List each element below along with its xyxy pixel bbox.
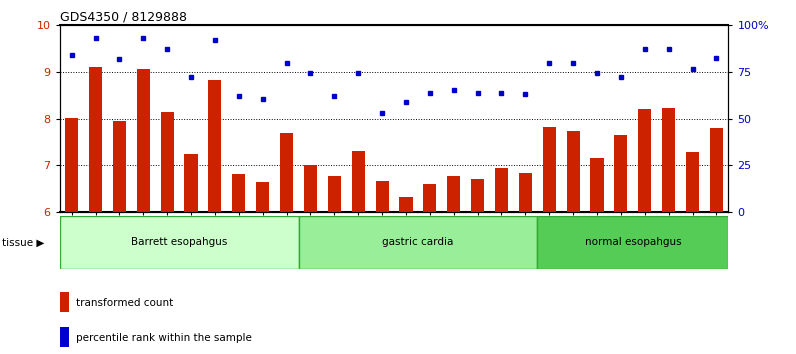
Bar — [232, 174, 245, 212]
Bar — [447, 176, 460, 212]
Bar — [710, 128, 723, 212]
Bar — [280, 133, 293, 212]
Text: normal esopahgus: normal esopahgus — [584, 238, 681, 247]
Bar — [376, 181, 388, 212]
Bar — [400, 198, 412, 212]
Text: percentile rank within the sample: percentile rank within the sample — [76, 333, 252, 343]
Text: gastric cardia: gastric cardia — [382, 238, 454, 247]
Bar — [352, 152, 365, 212]
Bar — [113, 121, 126, 212]
Text: tissue ▶: tissue ▶ — [2, 238, 44, 247]
Bar — [662, 108, 675, 212]
Bar — [495, 168, 508, 212]
Bar — [567, 131, 579, 212]
Bar — [298, 216, 537, 269]
Bar — [423, 184, 436, 212]
Bar — [304, 165, 317, 212]
Bar — [137, 69, 150, 212]
Bar — [686, 152, 699, 212]
Text: Barrett esopahgus: Barrett esopahgus — [131, 238, 228, 247]
Bar — [471, 179, 484, 212]
Bar — [256, 182, 269, 212]
Bar — [161, 112, 174, 212]
Bar — [615, 135, 627, 212]
Bar — [519, 172, 532, 212]
Bar — [543, 127, 556, 212]
Bar — [185, 154, 197, 212]
Text: transformed count: transformed count — [76, 298, 173, 308]
Bar — [89, 67, 102, 212]
Bar — [537, 216, 728, 269]
Bar — [60, 216, 298, 269]
Bar — [591, 159, 603, 212]
Bar — [638, 109, 651, 212]
Text: GDS4350 / 8129888: GDS4350 / 8129888 — [60, 11, 187, 24]
Bar — [209, 80, 221, 212]
Bar — [65, 118, 78, 212]
Bar — [328, 176, 341, 212]
